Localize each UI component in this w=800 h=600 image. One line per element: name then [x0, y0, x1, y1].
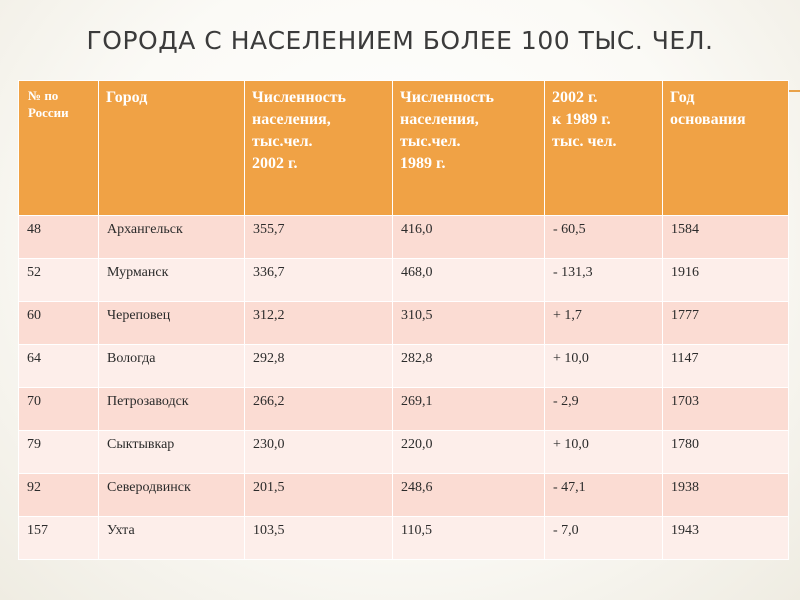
- table-row: 70 Петрозаводск 266,2 269,1- 2,9 1703: [18, 387, 789, 431]
- header-founded: Год основания: [662, 80, 789, 216]
- cell-rank: 92: [18, 473, 99, 517]
- cell-rank: 70: [18, 387, 99, 431]
- cell-rank: 52: [18, 258, 99, 302]
- table-row: 79 Сыктывкар 230,0 220,0 + 10,0 1780: [18, 430, 789, 474]
- cell-rank: 64: [18, 344, 99, 388]
- cell-population-1989: 269,1: [392, 387, 545, 431]
- table-row: 52 Мурманск 336,7 468,0- 131,3 1916: [18, 258, 789, 302]
- cell-population-2002: 292,8: [244, 344, 393, 388]
- table-header-row: № по России Город Численность населения,…: [18, 80, 789, 216]
- cell-population-2002: 336,7: [244, 258, 393, 302]
- cell-change: + 1,7: [544, 301, 663, 345]
- header-change: 2002 г. к 1989 г. тыс. чел.: [544, 80, 663, 216]
- cell-city: Петрозаводск: [98, 387, 245, 431]
- cell-population-2002: 201,5: [244, 473, 393, 517]
- cell-population-1989: 110,5: [392, 516, 545, 560]
- cell-city: Череповец: [98, 301, 245, 345]
- cell-change: - 60,5: [544, 215, 663, 259]
- decorative-accent-line: [788, 90, 800, 92]
- cell-city: Сыктывкар: [98, 430, 245, 474]
- table-row: 64 Вологда 292,8 282,8 + 10,0 1147: [18, 344, 789, 388]
- table-row: 92 Северодвинск 201,5 248,6- 47,1 1938: [18, 473, 789, 517]
- cell-city: Ухта: [98, 516, 245, 560]
- cell-rank: 60: [18, 301, 99, 345]
- cell-change: + 10,0: [544, 430, 663, 474]
- cell-founded: 1938: [662, 473, 789, 517]
- table-row: 157 Ухта 103,5 110,5- 7,0 1943: [18, 516, 789, 560]
- cell-city: Вологда: [98, 344, 245, 388]
- cell-rank: 157: [18, 516, 99, 560]
- cell-founded: 1943: [662, 516, 789, 560]
- cell-population-2002: 103,5: [244, 516, 393, 560]
- table-row: 48 Архангельск 355,7 416,0- 60,5 1584: [18, 215, 789, 259]
- cell-population-2002: 230,0: [244, 430, 393, 474]
- cell-rank: 79: [18, 430, 99, 474]
- cell-rank: 48: [18, 215, 99, 259]
- cell-founded: 1916: [662, 258, 789, 302]
- cell-change: - 47,1: [544, 473, 663, 517]
- cell-population-2002: 355,7: [244, 215, 393, 259]
- cell-population-1989: 468,0: [392, 258, 545, 302]
- table-row: 60 Череповец 312,2 310,5 + 1,7 1777: [18, 301, 789, 345]
- cell-change: - 2,9: [544, 387, 663, 431]
- cell-population-2002: 312,2: [244, 301, 393, 345]
- cell-change: - 7,0: [544, 516, 663, 560]
- cell-founded: 1777: [662, 301, 789, 345]
- cell-city: Архангельск: [98, 215, 245, 259]
- cell-change: + 10,0: [544, 344, 663, 388]
- header-city: Город: [98, 80, 245, 216]
- cell-population-1989: 310,5: [392, 301, 545, 345]
- cell-city: Мурманск: [98, 258, 245, 302]
- slide-title: ГОРОДА С НАСЕЛЕНИЕМ БОЛЕЕ 100 ТЫС. ЧЕЛ.: [86, 26, 714, 55]
- cell-population-1989: 220,0: [392, 430, 545, 474]
- cell-founded: 1780: [662, 430, 789, 474]
- cell-population-1989: 248,6: [392, 473, 545, 517]
- cell-population-2002: 266,2: [244, 387, 393, 431]
- cell-population-1989: 282,8: [392, 344, 545, 388]
- cell-founded: 1147: [662, 344, 789, 388]
- cell-founded: 1584: [662, 215, 789, 259]
- header-population-2002: Численность населения, тыс.чел. 2002 г.: [244, 80, 393, 216]
- cell-founded: 1703: [662, 387, 789, 431]
- cell-population-1989: 416,0: [392, 215, 545, 259]
- cities-table: № по России Город Численность населения,…: [18, 80, 789, 560]
- cell-city: Северодвинск: [98, 473, 245, 517]
- header-population-1989: Численность населения, тыс.чел. 1989 г.: [392, 80, 545, 216]
- header-rank: № по России: [18, 80, 99, 216]
- cell-change: - 131,3: [544, 258, 663, 302]
